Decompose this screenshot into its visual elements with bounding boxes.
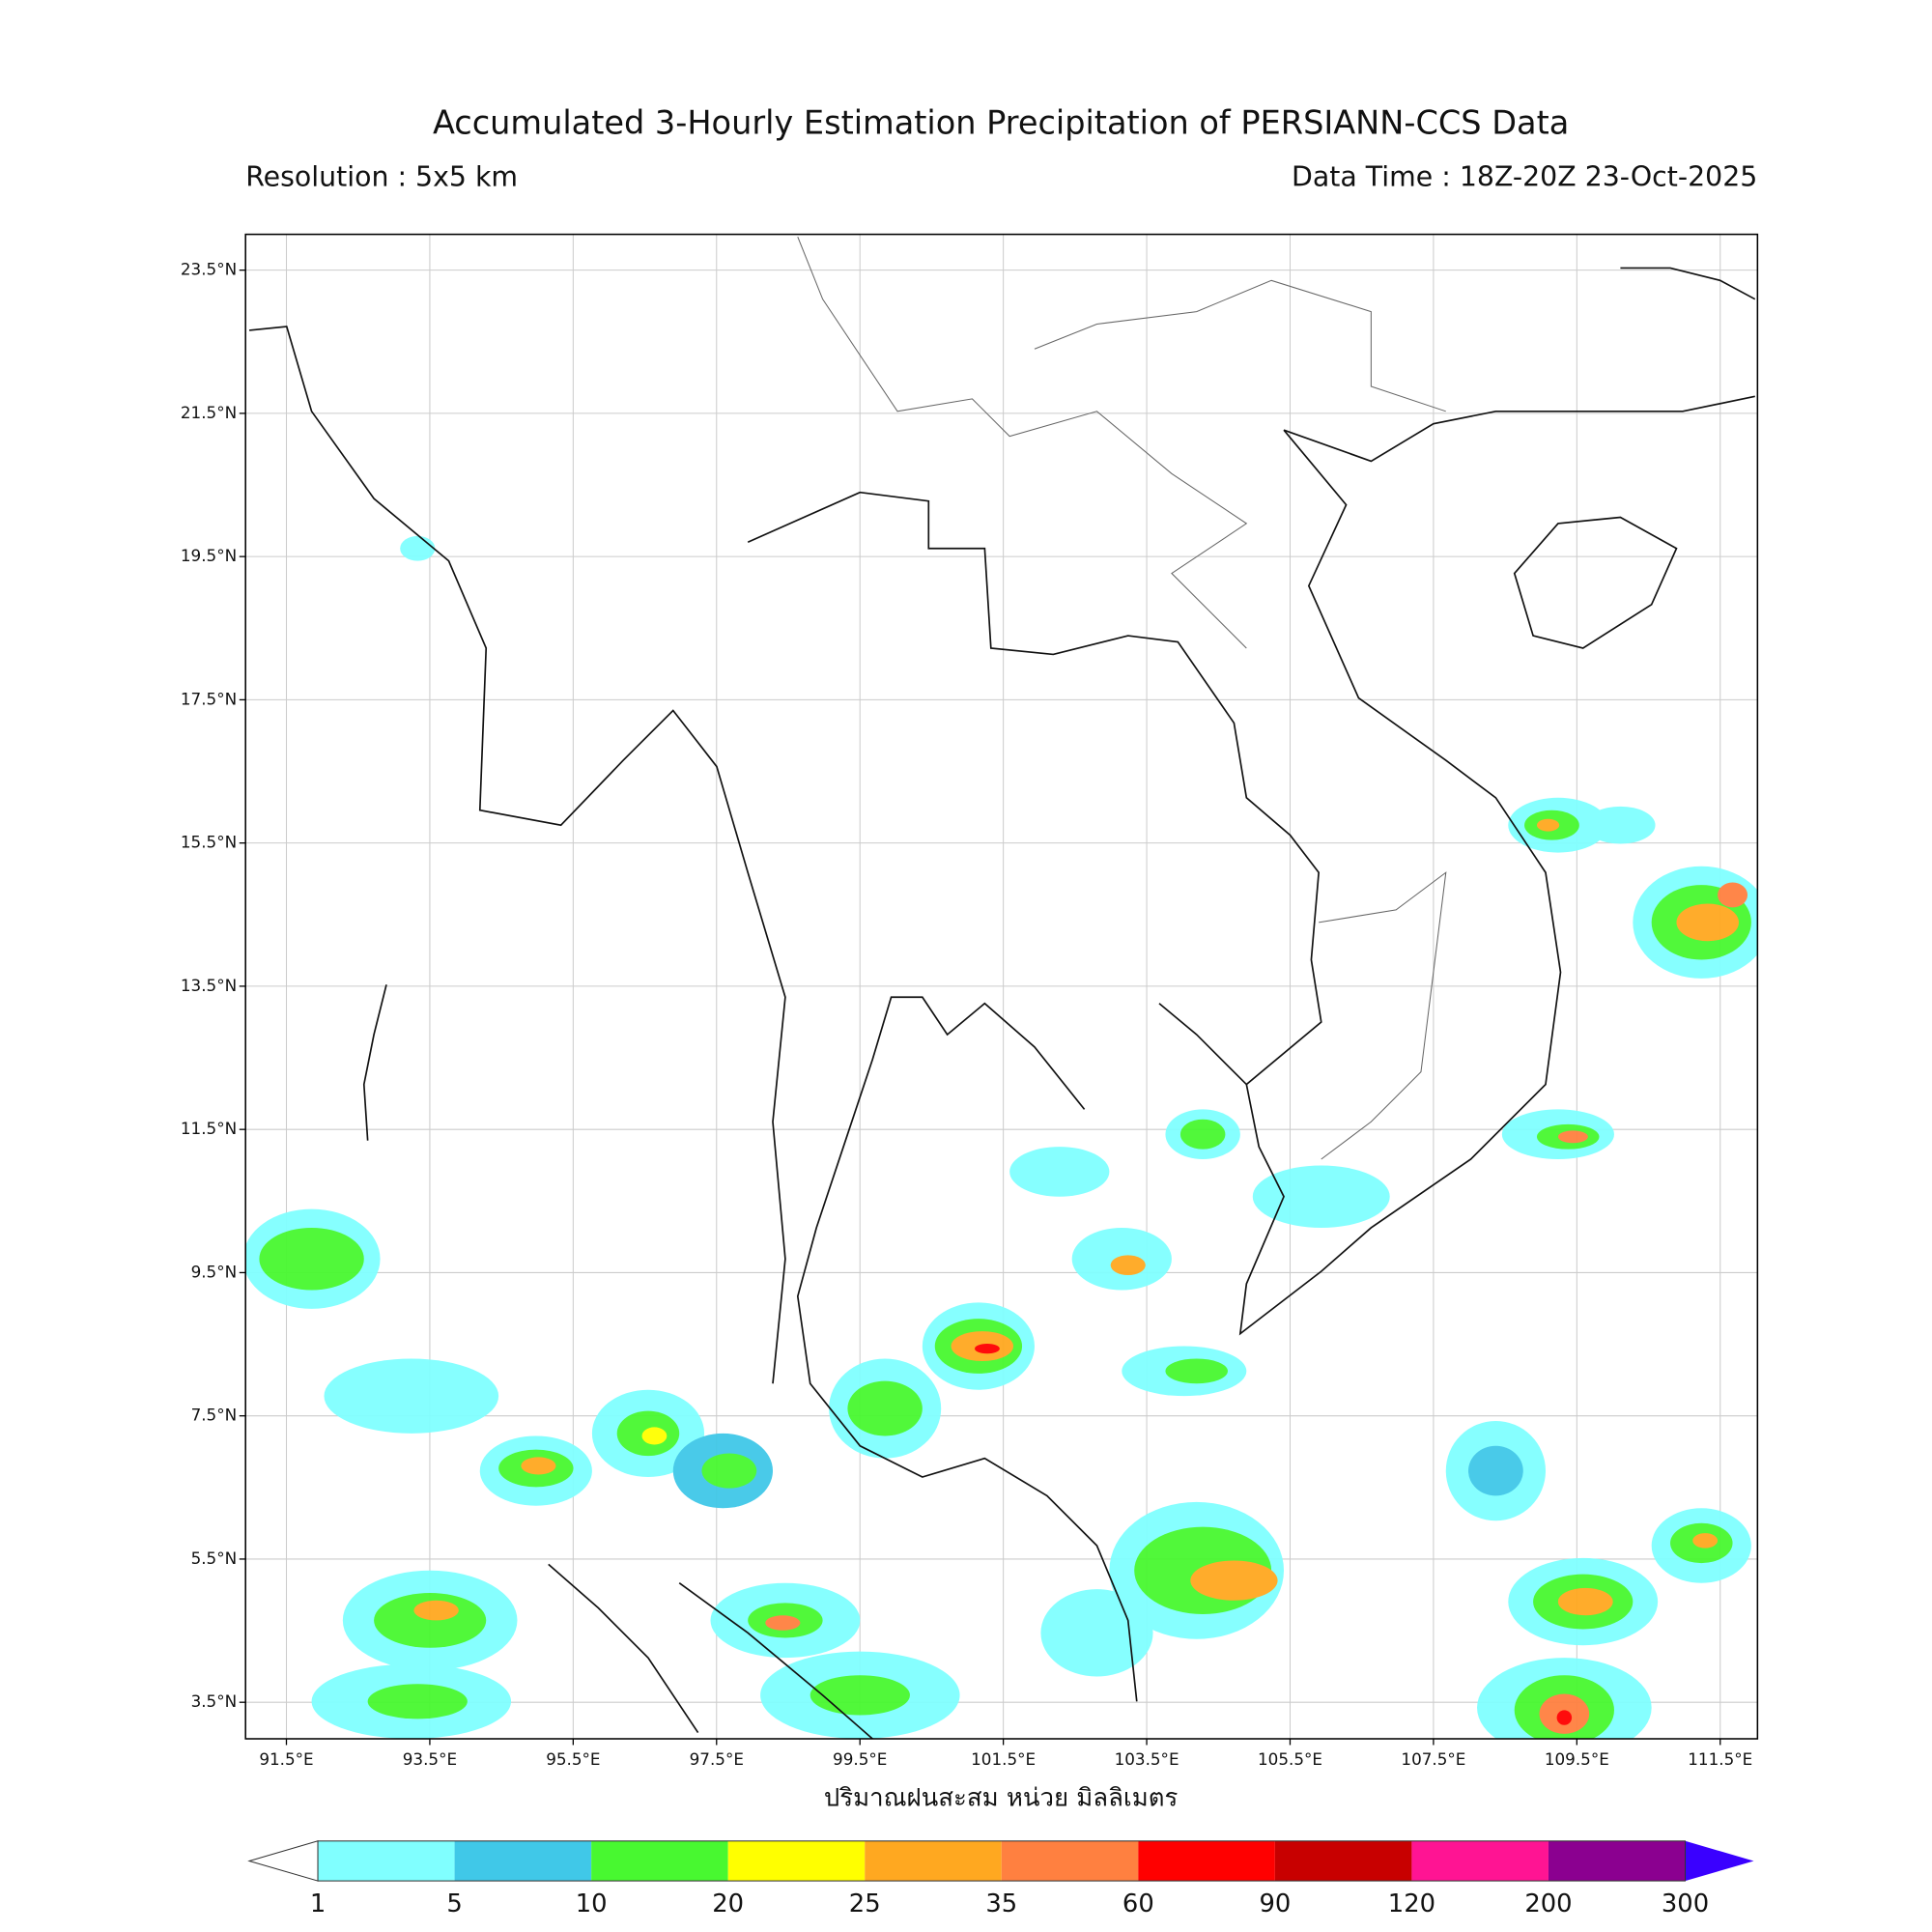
lat-tick-label: 15.5°N — [181, 833, 237, 852]
lat-tick-label: 9.5°N — [191, 1262, 238, 1281]
title: Accumulated 3-Hourly Estimation Precipit… — [433, 104, 1569, 142]
data-time: Data Time : 18Z-20Z 23-Oct-2025 — [1292, 161, 1757, 193]
colorbar-over — [1685, 1840, 1754, 1882]
lon-tick-label: 111.5°E — [1688, 1749, 1752, 1769]
lat-tick-label: 13.5°N — [181, 976, 237, 995]
lat-tick-label: 23.5°N — [181, 260, 237, 279]
lon-tick-label: 99.5°E — [833, 1749, 887, 1769]
lon-tick-label: 101.5°E — [971, 1749, 1036, 1769]
lon-tick-label: 109.5°E — [1545, 1749, 1609, 1769]
x-axis-label: ปริมาณฝนสะสม หน่วย มิลลิเมตร — [824, 1783, 1179, 1812]
colorbar-label: 200 — [1524, 1889, 1572, 1918]
colorbar-label: 120 — [1388, 1889, 1435, 1918]
colorbar-label: 90 — [1259, 1889, 1291, 1918]
lon-tick-label: 93.5°E — [403, 1749, 457, 1769]
colorbar-frame — [317, 1840, 1687, 1882]
lon-tick-label: 105.5°E — [1258, 1749, 1322, 1769]
lat-tick-label: 7.5°N — [191, 1406, 238, 1425]
map-frame — [244, 233, 1759, 1740]
colorbar-label: 25 — [849, 1889, 881, 1918]
lon-tick-label: 95.5°E — [546, 1749, 600, 1769]
colorbar-label: 60 — [1122, 1889, 1154, 1918]
colorbar-segment — [318, 1840, 455, 1882]
lon-tick-label: 103.5°E — [1115, 1749, 1179, 1769]
colorbar-label: 20 — [712, 1889, 744, 1918]
lon-tick-label: 107.5°E — [1401, 1749, 1465, 1769]
colorbar-label: 35 — [985, 1889, 1017, 1918]
colorbar-segment — [1274, 1840, 1412, 1882]
colorbar-under — [247, 1840, 319, 1882]
grid — [239, 234, 1758, 1746]
colorbar-segment — [1001, 1840, 1139, 1882]
lon-tick-label: 91.5°E — [259, 1749, 313, 1769]
precip-layer — [245, 535, 1758, 1739]
lat-tick-label: 5.5°N — [191, 1548, 238, 1568]
lon-tick-label: 97.5°E — [690, 1749, 744, 1769]
colorbar-segment — [1411, 1840, 1548, 1882]
colorbar-segment — [865, 1840, 1002, 1882]
colorbar-segment — [1138, 1840, 1275, 1882]
colorbar-label: 1 — [310, 1889, 326, 1918]
lat-tick-label: 21.5°N — [181, 403, 237, 422]
lat-tick-label: 11.5°N — [181, 1119, 237, 1138]
coastlines — [248, 236, 1756, 1739]
lat-tick-label: 19.5°N — [181, 546, 237, 565]
colorbar: 1 5 10 20 25 35 60 90 120 200 300 — [247, 1840, 1754, 1918]
colorbar-label: 5 — [446, 1889, 462, 1918]
colorbar-segment — [727, 1840, 866, 1882]
colorbar-segment — [591, 1840, 728, 1882]
resolution: Resolution : 5x5 km — [245, 161, 518, 193]
colorbar-segment — [454, 1840, 592, 1882]
lat-tick-label: 3.5°N — [191, 1691, 238, 1711]
colorbar-segment — [1548, 1840, 1686, 1882]
colorbar-label: 10 — [576, 1889, 608, 1918]
colorbar-label: 300 — [1662, 1889, 1709, 1918]
rain-cells — [245, 535, 1758, 1739]
lat-tick-label: 17.5°N — [181, 689, 237, 708]
